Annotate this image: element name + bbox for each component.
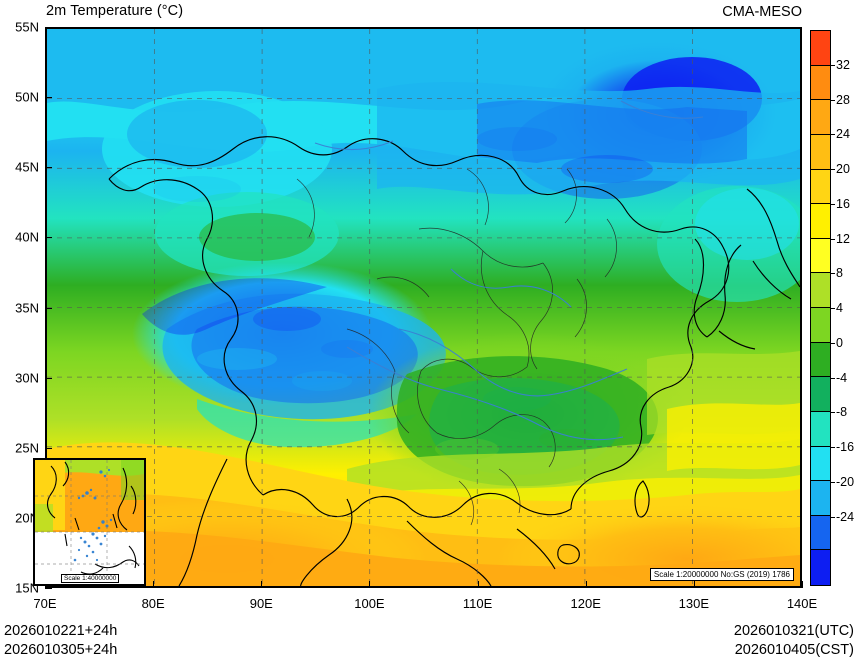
- lon-tick-mark: [477, 581, 479, 588]
- lon-tick-mark: [802, 581, 803, 588]
- graticule: [47, 29, 800, 586]
- lat-tick-mark: [45, 237, 52, 239]
- colorbar-tick-label: 0: [836, 335, 843, 350]
- lon-tick-label: 130E: [678, 596, 710, 611]
- colorbar-tick-mark: [831, 412, 835, 414]
- colorbar-band: [811, 273, 830, 308]
- footer-right: 2026010321(UTC) 2026010405(CST): [734, 622, 854, 660]
- colorbar-tick-label: 28: [836, 92, 850, 107]
- colorbar-band: [811, 377, 830, 412]
- colorbar-band: [811, 238, 830, 274]
- page-title: 2m Temperature (°C): [46, 3, 184, 19]
- colorbar-tick-mark: [831, 134, 835, 136]
- lon-tick-mark: [585, 581, 587, 588]
- province-borders: [296, 168, 617, 526]
- lon-tick-mark: [153, 581, 155, 588]
- colorbar-band: [811, 342, 830, 378]
- lat-tick-mark: [45, 97, 52, 99]
- colorbar-band: [811, 65, 830, 101]
- lat-tick-mark: [45, 27, 52, 28]
- colorbar[interactable]: [810, 30, 831, 586]
- colorbar-tick-label: 16: [836, 196, 850, 211]
- lat-tick-label: 40N: [15, 229, 39, 245]
- temperature-map[interactable]: Scale 1:20000000 No:GS (2019) 1786: [45, 27, 802, 588]
- lat-tick-label: 25N: [15, 440, 39, 456]
- temperature-field: [47, 29, 800, 586]
- colorbar-band: [811, 134, 830, 170]
- colorbar-band: [811, 446, 830, 482]
- colorbar-tick-label: 32: [836, 57, 850, 72]
- colorbar-tick-mark: [831, 342, 835, 344]
- lat-tick-mark: [45, 167, 52, 169]
- lat-tick-mark: [45, 447, 52, 449]
- lon-tick-label: 80E: [141, 596, 165, 611]
- colorbar-tick-label: 4: [836, 301, 843, 315]
- colorbar-tick-label: 20: [836, 162, 850, 176]
- lon-tick-mark: [693, 581, 695, 588]
- inset-map-south-china-sea[interactable]: Scale 1:40000000: [33, 458, 146, 586]
- lat-tick-mark: [45, 307, 52, 309]
- lon-tick-label: 120E: [570, 596, 601, 611]
- lon-tick-label: 110E: [462, 596, 493, 611]
- colorbar-tick-mark: [831, 377, 835, 379]
- country-borders: [108, 136, 800, 586]
- lon-tick-label: 90E: [249, 596, 273, 611]
- lon-tick-label: 70E: [33, 596, 57, 611]
- colorbar-tick-mark: [831, 203, 835, 205]
- footer-left: 2026010221+24h 2026010305+24h: [4, 622, 117, 660]
- colorbar-band: [811, 550, 830, 585]
- colorbar-tick-mark: [831, 516, 835, 518]
- colorbar-tick-label: -4: [836, 370, 848, 385]
- colorbar-band: [811, 169, 830, 205]
- lat-tick-label: 45N: [15, 159, 39, 175]
- lat-tick-label: 35N: [15, 300, 39, 315]
- colorbar-tick-label: 24: [836, 127, 850, 142]
- colorbar-tick-mark: [831, 169, 835, 170]
- island-dots: [73, 468, 113, 562]
- colorbar-tick-label: -16: [836, 440, 855, 454]
- colorbar-tick-mark: [831, 481, 835, 483]
- colorbar-tick-label: -24: [836, 509, 855, 524]
- inset-scale-label: Scale 1:40000000: [61, 574, 120, 583]
- init-time-utc: 2026010221+24h: [4, 623, 118, 639]
- colorbar-band: [811, 308, 830, 343]
- inset-graticule: [35, 460, 144, 584]
- colorbar-band: [811, 481, 830, 516]
- lon-tick-label: 100E: [354, 596, 385, 611]
- lat-tick-label: 30N: [15, 370, 39, 386]
- colorbar-band: [811, 411, 830, 447]
- lon-tick-mark: [261, 581, 263, 588]
- lat-tick-mark: [45, 377, 52, 379]
- lon-tick-label: 140E: [786, 596, 818, 611]
- model-label: CMA-MESO: [722, 4, 802, 20]
- colorbar-tick-label: -8: [836, 405, 848, 420]
- colorbar-tick-mark: [831, 308, 835, 309]
- colorbar-tick-mark: [831, 238, 835, 240]
- lat-tick-label: 55N: [15, 19, 39, 35]
- map-scale-annotation: Scale 1:20000000 No:GS (2019) 1786: [649, 568, 794, 581]
- colorbar-tick-label: 12: [836, 231, 850, 246]
- lat-tick-label: 50N: [15, 89, 39, 105]
- colorbar-tick-label: -20: [836, 474, 855, 489]
- lat-tick-mark: [45, 588, 52, 589]
- inset-field: [35, 460, 144, 584]
- inset-coastline: [46, 461, 140, 575]
- colorbar-band: [811, 100, 830, 135]
- colorbar-band: [811, 515, 830, 551]
- colorbar-tick-mark: [831, 99, 835, 101]
- valid-time-cst: 2026010405(CST): [734, 642, 854, 658]
- colorbar-tick-mark: [831, 447, 835, 448]
- colorbar-band: [811, 204, 830, 239]
- colorbar-tick-mark: [831, 64, 835, 66]
- colorbar-tick-mark: [831, 273, 835, 275]
- map-axes: 55N 50N 45N 40N 35N 30N 25N 20N 15N 70E 80E 90E 100E…: [15, 20, 817, 612]
- colorbar-tick-label: 8: [836, 266, 843, 281]
- lon-tick-mark: [369, 581, 371, 588]
- rivers: [314, 100, 704, 441]
- colorbar-band: [811, 31, 830, 66]
- valid-time-utc: 2026010321(UTC): [733, 623, 854, 639]
- init-time-cst: 2026010305+24h: [4, 642, 118, 658]
